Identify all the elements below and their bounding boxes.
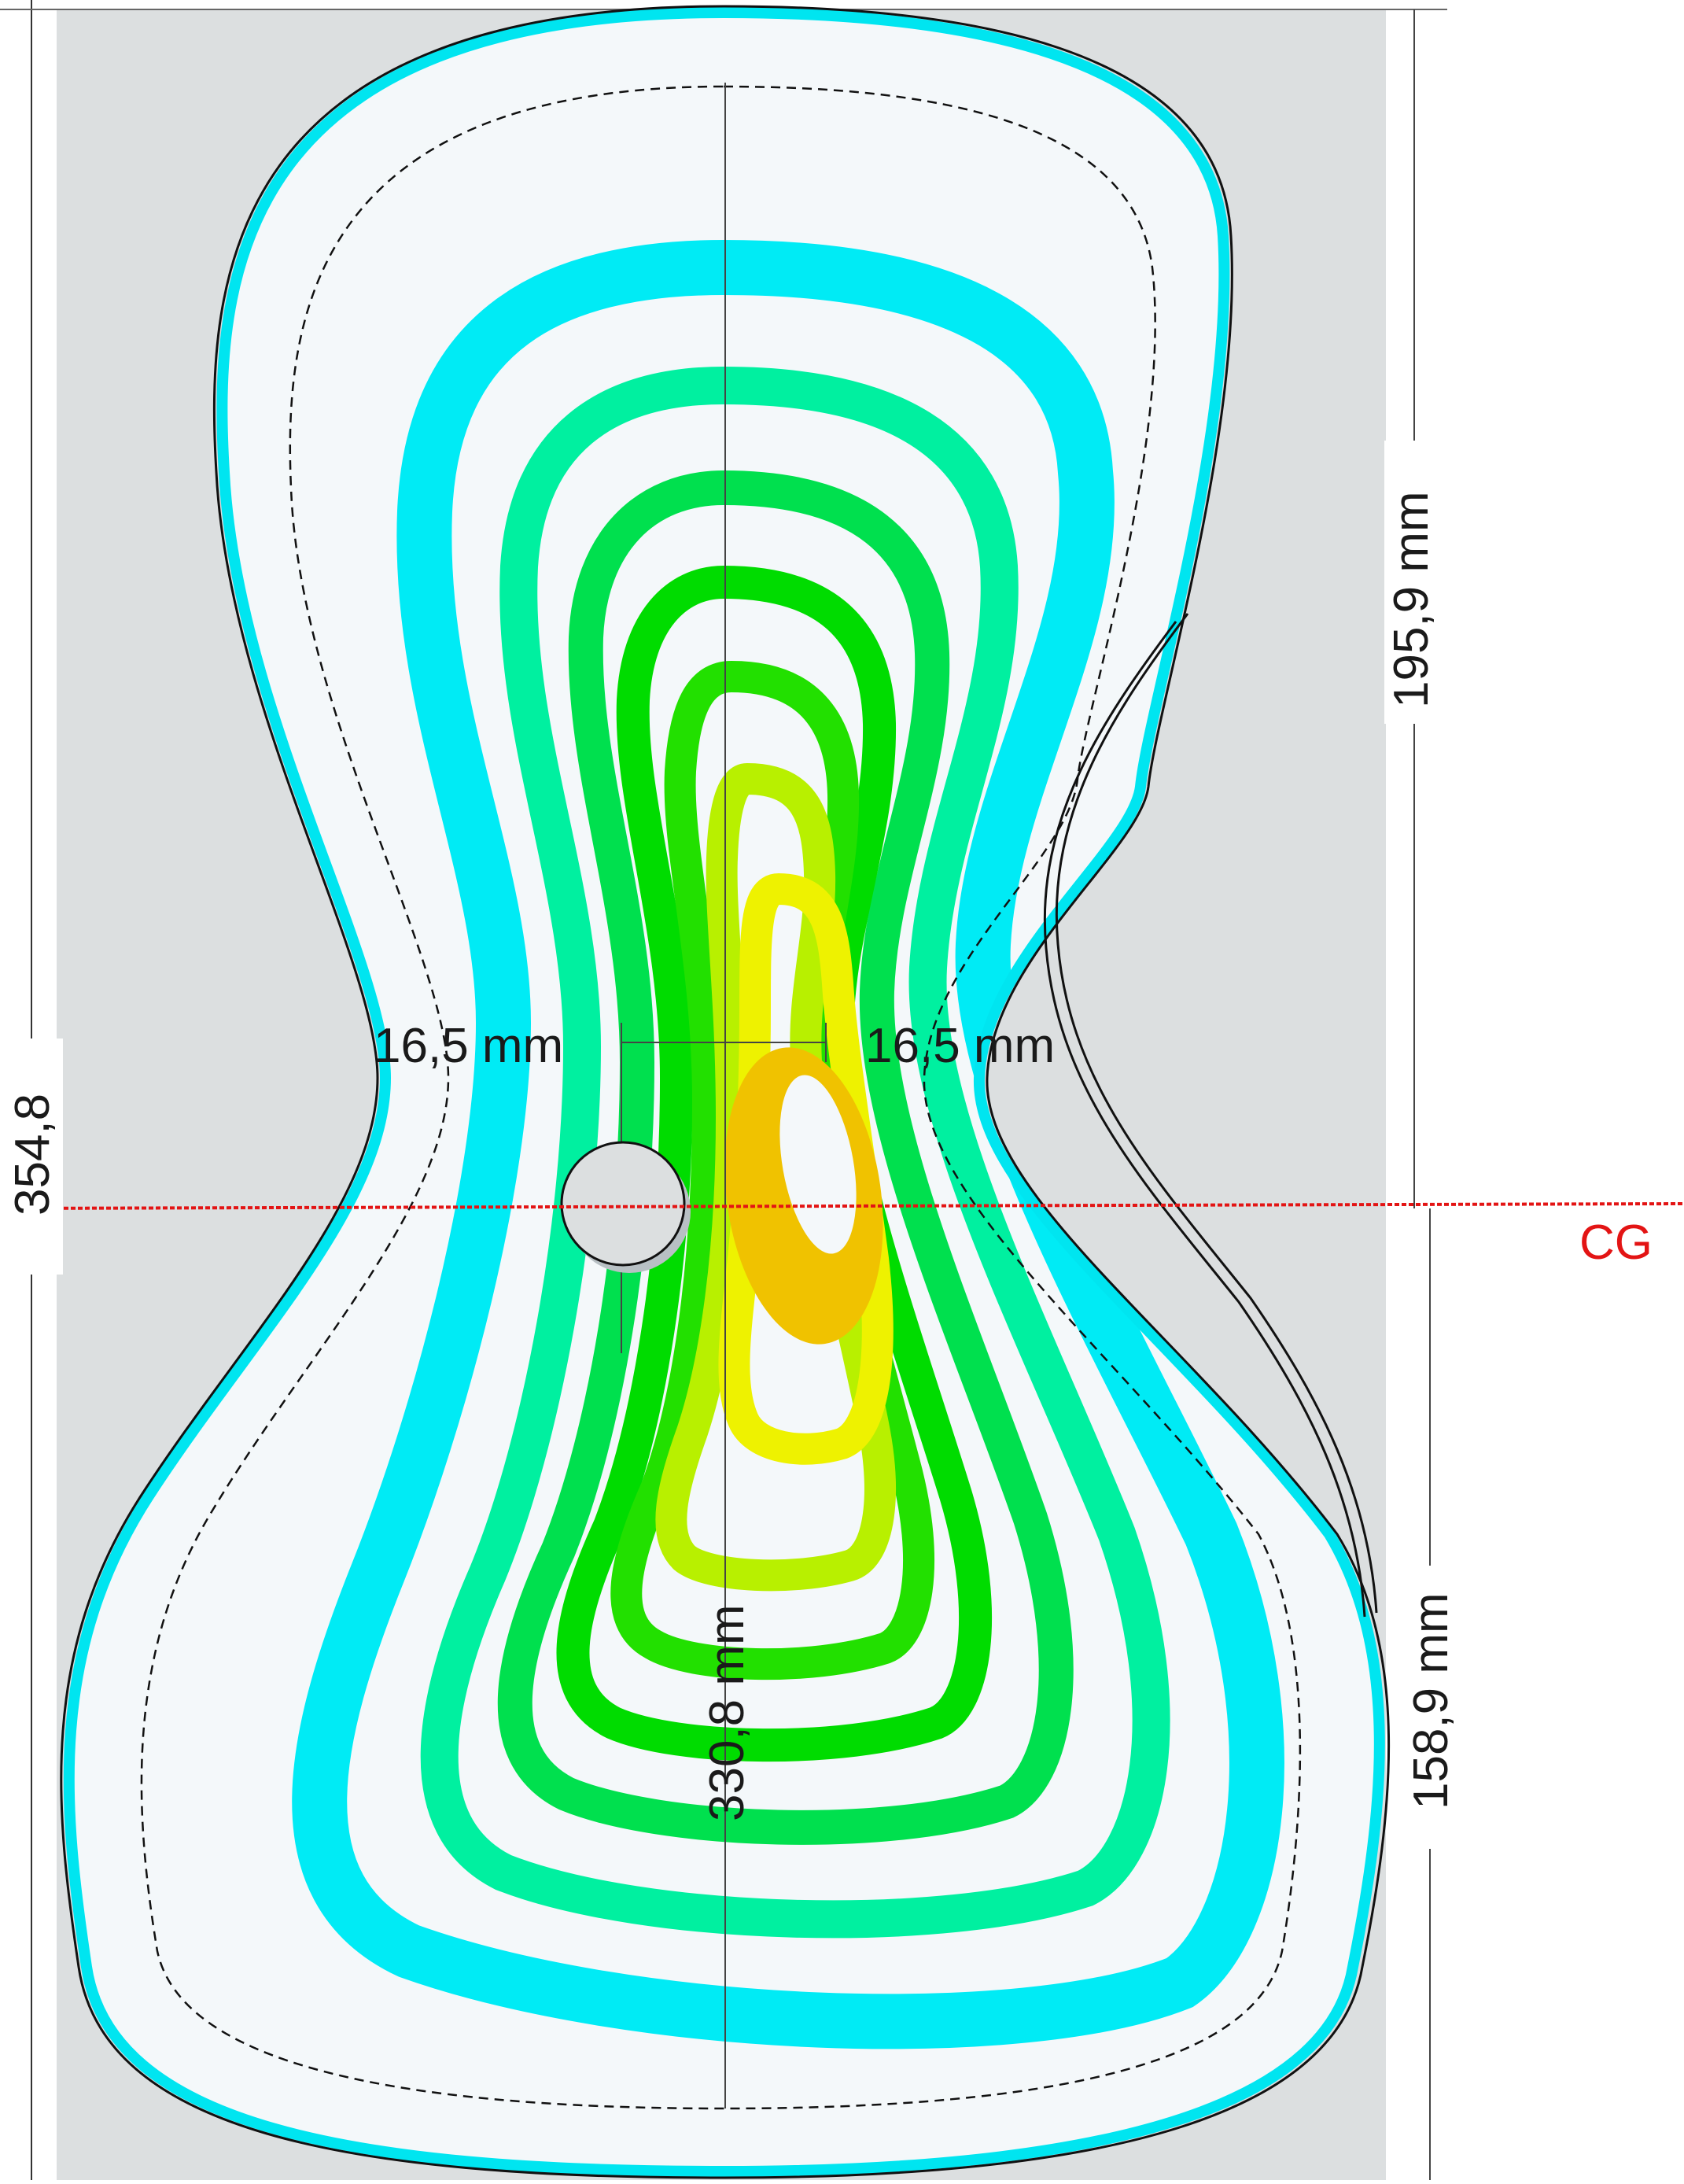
contour-band-1	[292, 239, 1284, 2049]
total-label-bg	[0, 1039, 63, 1275]
upper-height-label: 195,9 mm	[1384, 491, 1439, 708]
total-height-label: 354,8	[6, 1094, 60, 1216]
mounting-hole	[560, 1141, 686, 1267]
deflected-outline-inner	[1043, 621, 1366, 1618]
edge-band	[63, 6, 1385, 2178]
deflected-outline	[1055, 613, 1378, 1614]
contour-band-7	[718, 872, 894, 1465]
contour-band-2	[420, 366, 1170, 1939]
cg-line	[0, 1202, 1684, 1210]
plate-outline-outer	[60, 5, 1391, 2179]
lower-height-label: 158,9 mm	[1404, 1592, 1458, 1810]
contour-band-4	[556, 565, 993, 1762]
contour-band-6	[655, 762, 896, 1592]
upper-label-bg	[1384, 441, 1447, 724]
contour-core	[779, 1075, 857, 1254]
inner-height-label: 330,8 mm	[700, 1604, 754, 1821]
contour-band-3	[497, 470, 1074, 1845]
offset-left-label: 16,5 mm	[374, 1019, 563, 1073]
cg-label: CG	[1579, 1216, 1653, 1270]
offset-right-label: 16,5 mm	[865, 1019, 1055, 1073]
contour-bands	[292, 239, 1284, 2049]
dashed-offset-line	[140, 85, 1302, 2110]
lower-label-bg	[1400, 1566, 1463, 1849]
